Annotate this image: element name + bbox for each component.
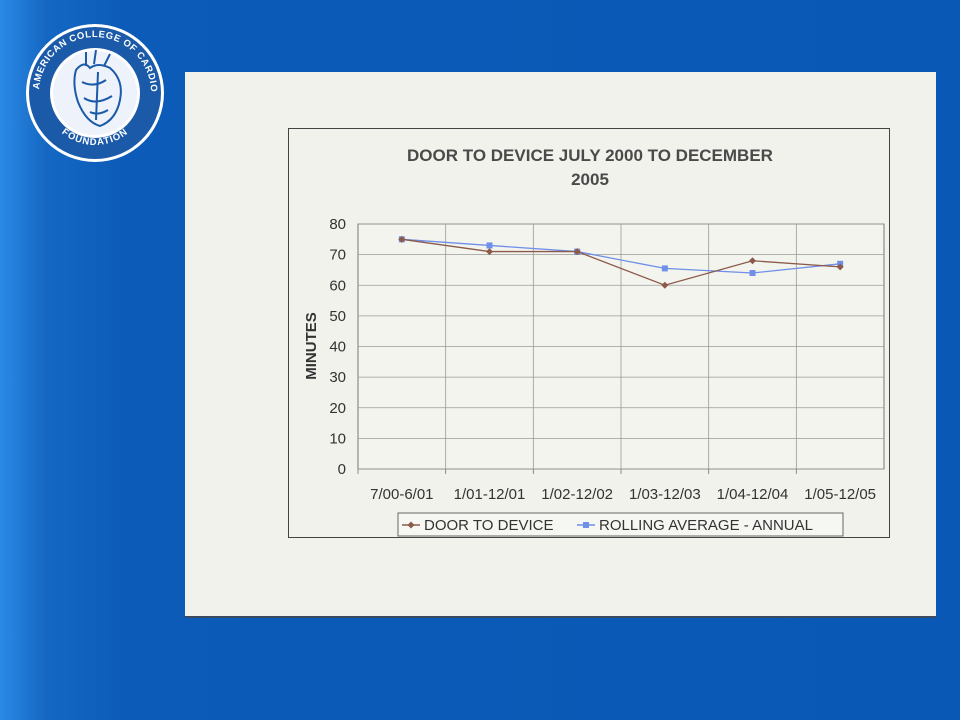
x-tick-label: 7/00-6/01 [370,486,433,503]
heart-icon [73,49,122,128]
chart-title-line-1: DOOR TO DEVICE JULY 2000 TO DECEMBER [407,146,773,165]
data-point-door-to-device [398,235,406,243]
series-line-rolling-average-annual [401,238,841,274]
series-layer [398,235,844,289]
y-tick-label: 80 [329,216,346,233]
chart-legend: DOOR TO DEVICE ROLLING AVERAGE - ANNUAL [397,512,844,537]
data-point-rolling-average-annual [661,265,668,272]
y-tick-label: 40 [329,339,346,356]
legend-marker-diamond-icon [407,521,415,529]
data-point-door-to-device [661,281,669,289]
y-tick-label: 10 [329,430,346,447]
y-tick-labels: 0 10 20 30 40 50 60 70 80 [329,216,346,478]
x-tick-label: 1/02-12/02 [541,486,613,503]
x-tick-labels: 7/00-6/01 1/01-12/01 1/02-12/02 1/03-12/03 1… [357,469,876,503]
chart-title-line-2: 2005 [571,170,609,189]
y-tick-label: 70 [329,247,346,264]
series-line-door-to-device [401,238,841,286]
legend-box [397,512,844,537]
data-point-door-to-device [836,263,844,271]
legend-label-door-to-device: DOOR TO DEVICE [424,517,553,534]
y-tick-label: 30 [329,369,346,386]
chart-frame [288,128,890,538]
y-tick-label: 20 [329,400,346,417]
y-tick-label: 50 [329,308,346,325]
x-tick-label: 1/05-12/05 [804,486,876,503]
x-tick-label: 1/03-12/03 [629,486,701,503]
y-tick-label: 0 [338,461,346,478]
y-axis-label: MINUTES [303,312,320,380]
data-point-door-to-device [749,257,756,265]
plot-area [357,223,885,470]
acc-foundation-logo: AMERICAN COLLEGE OF CARDIOLOGY FOUNDATIO… [24,22,164,162]
data-point-door-to-device [573,248,581,256]
y-tick-label: 60 [329,277,346,294]
legend-label-rolling-average: ROLLING AVERAGE - ANNUAL [599,517,813,534]
data-point-rolling-average-annual [486,242,493,249]
x-tick-label: 1/04-12/04 [717,486,789,503]
x-tick-label: 1/01-12/01 [454,486,526,503]
legend-marker-square-icon [583,522,589,528]
data-point-door-to-device [486,248,493,256]
data-point-rolling-average-annual [749,270,756,276]
